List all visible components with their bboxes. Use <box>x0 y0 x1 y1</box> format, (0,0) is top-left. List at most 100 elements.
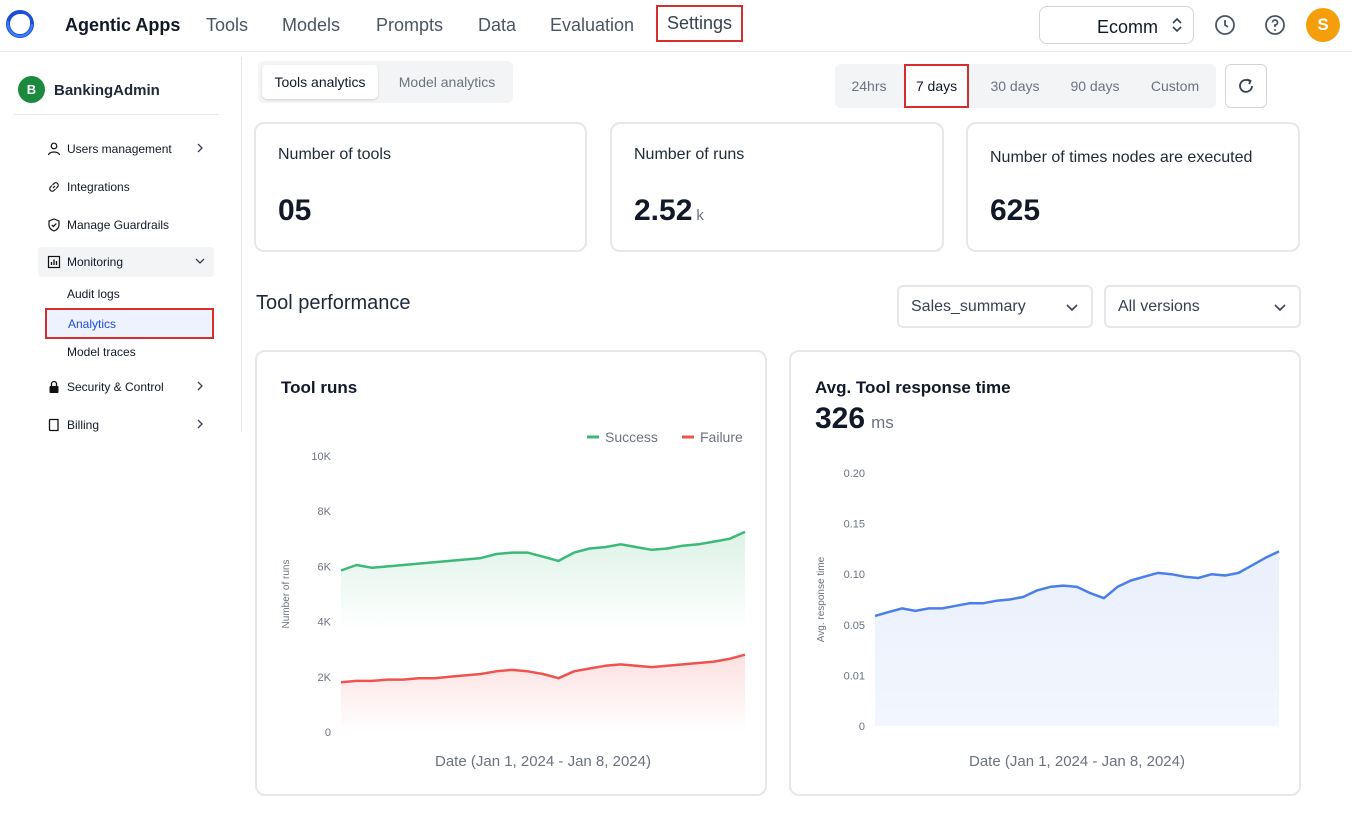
range-90-days[interactable]: 90 days <box>1070 78 1120 94</box>
y-axis-label: Number of runs <box>281 560 292 629</box>
sidebar-item-label: Manage Guardrails <box>67 218 170 232</box>
sidebar-item-label: Monitoring <box>67 255 124 269</box>
y-tick-label: 0 <box>859 721 865 733</box>
y-tick-label: 0.01 <box>844 670 865 682</box>
nav-settings[interactable]: Settings <box>656 5 744 42</box>
divider <box>14 114 219 115</box>
chevron-right-icon <box>197 143 203 153</box>
y-tick-label: 4K <box>318 617 332 629</box>
series-line-response-time <box>874 550 1280 618</box>
stat-title: Number of tools <box>278 146 391 163</box>
sidebar-item-label: Security & Control <box>67 380 164 394</box>
link-icon <box>49 182 59 192</box>
sidebar-item-manage-guardrails[interactable]: Manage Guardrails <box>38 210 214 240</box>
nav-tools[interactable]: Tools <box>206 15 249 35</box>
tab-tools-analytics[interactable]: Tools analytics <box>262 65 378 99</box>
y-tick-label: 2K <box>318 672 332 684</box>
app-title[interactable]: Agentic Apps <box>65 15 181 35</box>
stat-value: 625 <box>990 194 1041 227</box>
refresh-button[interactable] <box>1225 64 1267 108</box>
history-clock-icon[interactable] <box>1213 13 1237 37</box>
org-name: BankingAdmin <box>54 82 160 99</box>
x-axis-label: Date (Jan 1, 2024 - Jan 8, 2024) <box>969 753 1185 770</box>
response-time-card: Avg. Tool response time 326 ms 0 0.01 0.05 0… <box>789 350 1301 796</box>
range-custom[interactable]: Custom <box>1150 78 1200 94</box>
chevron-right-icon <box>197 381 203 391</box>
sidebar-item-label: Billing <box>67 418 100 432</box>
sidebar-subitem-model-traces[interactable]: Model traces <box>67 345 136 359</box>
sidebar-item-security-control[interactable]: Security & Control <box>38 372 214 402</box>
org-avatar: B <box>18 76 45 103</box>
y-tick-label: 0.05 <box>844 620 865 632</box>
analytics-tabs: Tools analytics Model analytics <box>258 61 513 103</box>
lock-icon <box>49 380 59 393</box>
y-tick-label: 0.10 <box>844 569 865 581</box>
user-avatar[interactable]: S <box>1306 8 1340 42</box>
y-tick-label: 0.15 <box>844 519 865 531</box>
response-time-value: 326 ms <box>815 402 894 435</box>
y-axis-label: Avg. response time <box>816 556 827 642</box>
response-time-unit: ms <box>871 413 894 432</box>
tool-select[interactable]: Sales_summary <box>897 285 1093 328</box>
help-icon[interactable] <box>1263 13 1287 37</box>
nav-evaluation[interactable]: Evaluation <box>550 15 635 35</box>
nav-data[interactable]: Data <box>478 15 517 35</box>
sidebar-item-users-management[interactable]: Users management <box>38 134 214 164</box>
sidebar: B BankingAdmin Users management Integrat… <box>0 53 243 818</box>
legend-label: Failure <box>700 429 743 445</box>
sidebar-divider <box>241 57 242 432</box>
nav-prompts[interactable]: Prompts <box>376 15 444 35</box>
time-range-selector: 24hrs 7 days 30 days 90 days Custom <box>835 64 1216 108</box>
legend-label: Success <box>605 429 658 445</box>
nav-models[interactable]: Models <box>282 15 341 35</box>
tool-runs-chart: 0 2K 4K 6K 8K 10K Number of runs Date (Jan 1, 2… <box>281 429 746 770</box>
stat-card-runs: Number of runs 2.52 k <box>610 122 944 252</box>
top-navbar: Agentic Apps Tools Models Prompts Data E… <box>0 0 1352 52</box>
x-axis-label: Date (Jan 1, 2024 - Jan 8, 2024) <box>435 753 651 770</box>
sidebar-item-monitoring[interactable]: Monitoring <box>38 247 214 277</box>
tool-runs-card: Tool runs 0 2K 4K 6K 8K 10K Number of runs Date… <box>255 350 767 796</box>
stat-title: Number of times nodes are executed <box>990 149 1253 166</box>
chart-icon <box>47 255 61 269</box>
section-title: Tool performance <box>256 292 411 314</box>
sidebar-item-integrations[interactable]: Integrations <box>38 172 214 202</box>
series-area-response-time <box>875 551 1279 726</box>
tab-model-analytics[interactable]: Model analytics <box>398 74 496 90</box>
chevron-down-icon <box>1066 304 1078 312</box>
shield-icon <box>48 218 60 232</box>
chevron-down-icon <box>1274 304 1286 312</box>
sidebar-subitem-label: Analytics <box>68 317 117 331</box>
stat-card-tools: Number of tools 05 <box>254 122 587 252</box>
y-tick-label: 0 <box>325 727 331 739</box>
range-30-days[interactable]: 30 days <box>990 78 1040 94</box>
version-select[interactable]: All versions <box>1104 285 1301 328</box>
stat-unit: k <box>696 207 704 224</box>
tool-select-value: Sales_summary <box>911 298 1026 315</box>
stat-card-nodes: Number of times nodes are executed 625 <box>966 122 1300 252</box>
book-icon <box>48 418 59 432</box>
stat-value: 05 <box>278 194 312 227</box>
chart-title: Avg. Tool response time <box>815 378 1011 397</box>
chevron-updown-icon <box>1172 17 1182 33</box>
series-area-failure <box>341 654 745 732</box>
app-logo-icon[interactable] <box>5 9 35 39</box>
sidebar-item-label: Integrations <box>67 180 130 194</box>
sidebar-item-billing[interactable]: Billing <box>38 410 214 440</box>
chevron-down-icon <box>195 258 205 264</box>
sidebar-subitem-analytics[interactable]: Analytics <box>45 308 214 339</box>
sidebar-subitem-audit-logs[interactable]: Audit logs <box>67 287 120 301</box>
chart-title: Tool runs <box>281 378 358 397</box>
version-select-value: All versions <box>1118 298 1200 315</box>
workspace-select[interactable]: Ecomm <box>1039 6 1194 44</box>
sidebar-item-label: Users management <box>67 142 172 156</box>
range-24hrs[interactable]: 24hrs <box>851 78 887 94</box>
y-tick-label: 10K <box>311 451 331 463</box>
series-line-failure <box>340 653 746 684</box>
y-tick-label: 6K <box>318 561 332 573</box>
user-icon <box>47 142 61 156</box>
stat-title: Number of runs <box>634 146 745 163</box>
y-tick-label: 8K <box>318 506 332 518</box>
range-7-days[interactable]: 7 days <box>904 64 969 108</box>
series-area-success <box>341 531 745 631</box>
stat-value: 2.52 k <box>634 194 704 227</box>
